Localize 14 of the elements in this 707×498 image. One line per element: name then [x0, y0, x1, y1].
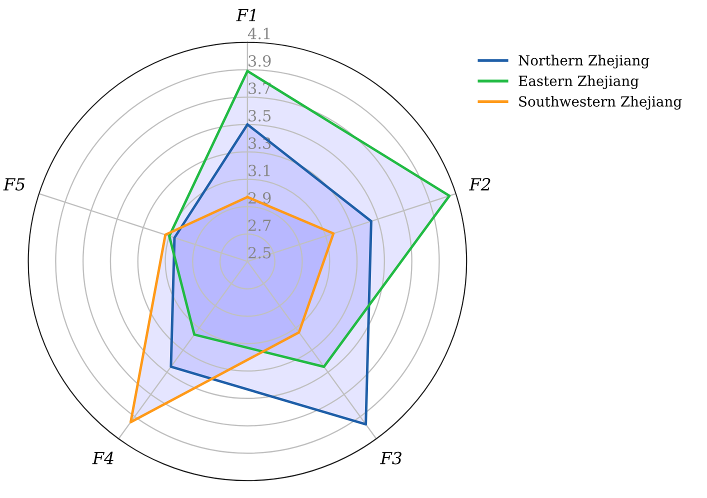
y-tick-label: 2.7 [248, 220, 271, 232]
spoke-label: F2 [468, 178, 490, 190]
y-tick-label: 3.9 [248, 55, 271, 67]
legend-label: Northern Zhejiang [518, 54, 650, 68]
legend-label: Southwestern Zhejiang [519, 96, 682, 110]
y-tick-label: 2.5 [248, 246, 271, 258]
spoke-label: F4 [92, 452, 114, 464]
spoke-label: F1 [236, 8, 256, 22]
y-tick-label: 3.1 [248, 164, 270, 176]
spoke-label: F5 [3, 178, 25, 191]
y-tick-label: 3.5 [248, 110, 271, 122]
spoke-label: F3 [380, 452, 402, 464]
y-tick-label: 4.1 [248, 28, 270, 40]
legend-label: Eastern Zhejiang [518, 75, 639, 90]
